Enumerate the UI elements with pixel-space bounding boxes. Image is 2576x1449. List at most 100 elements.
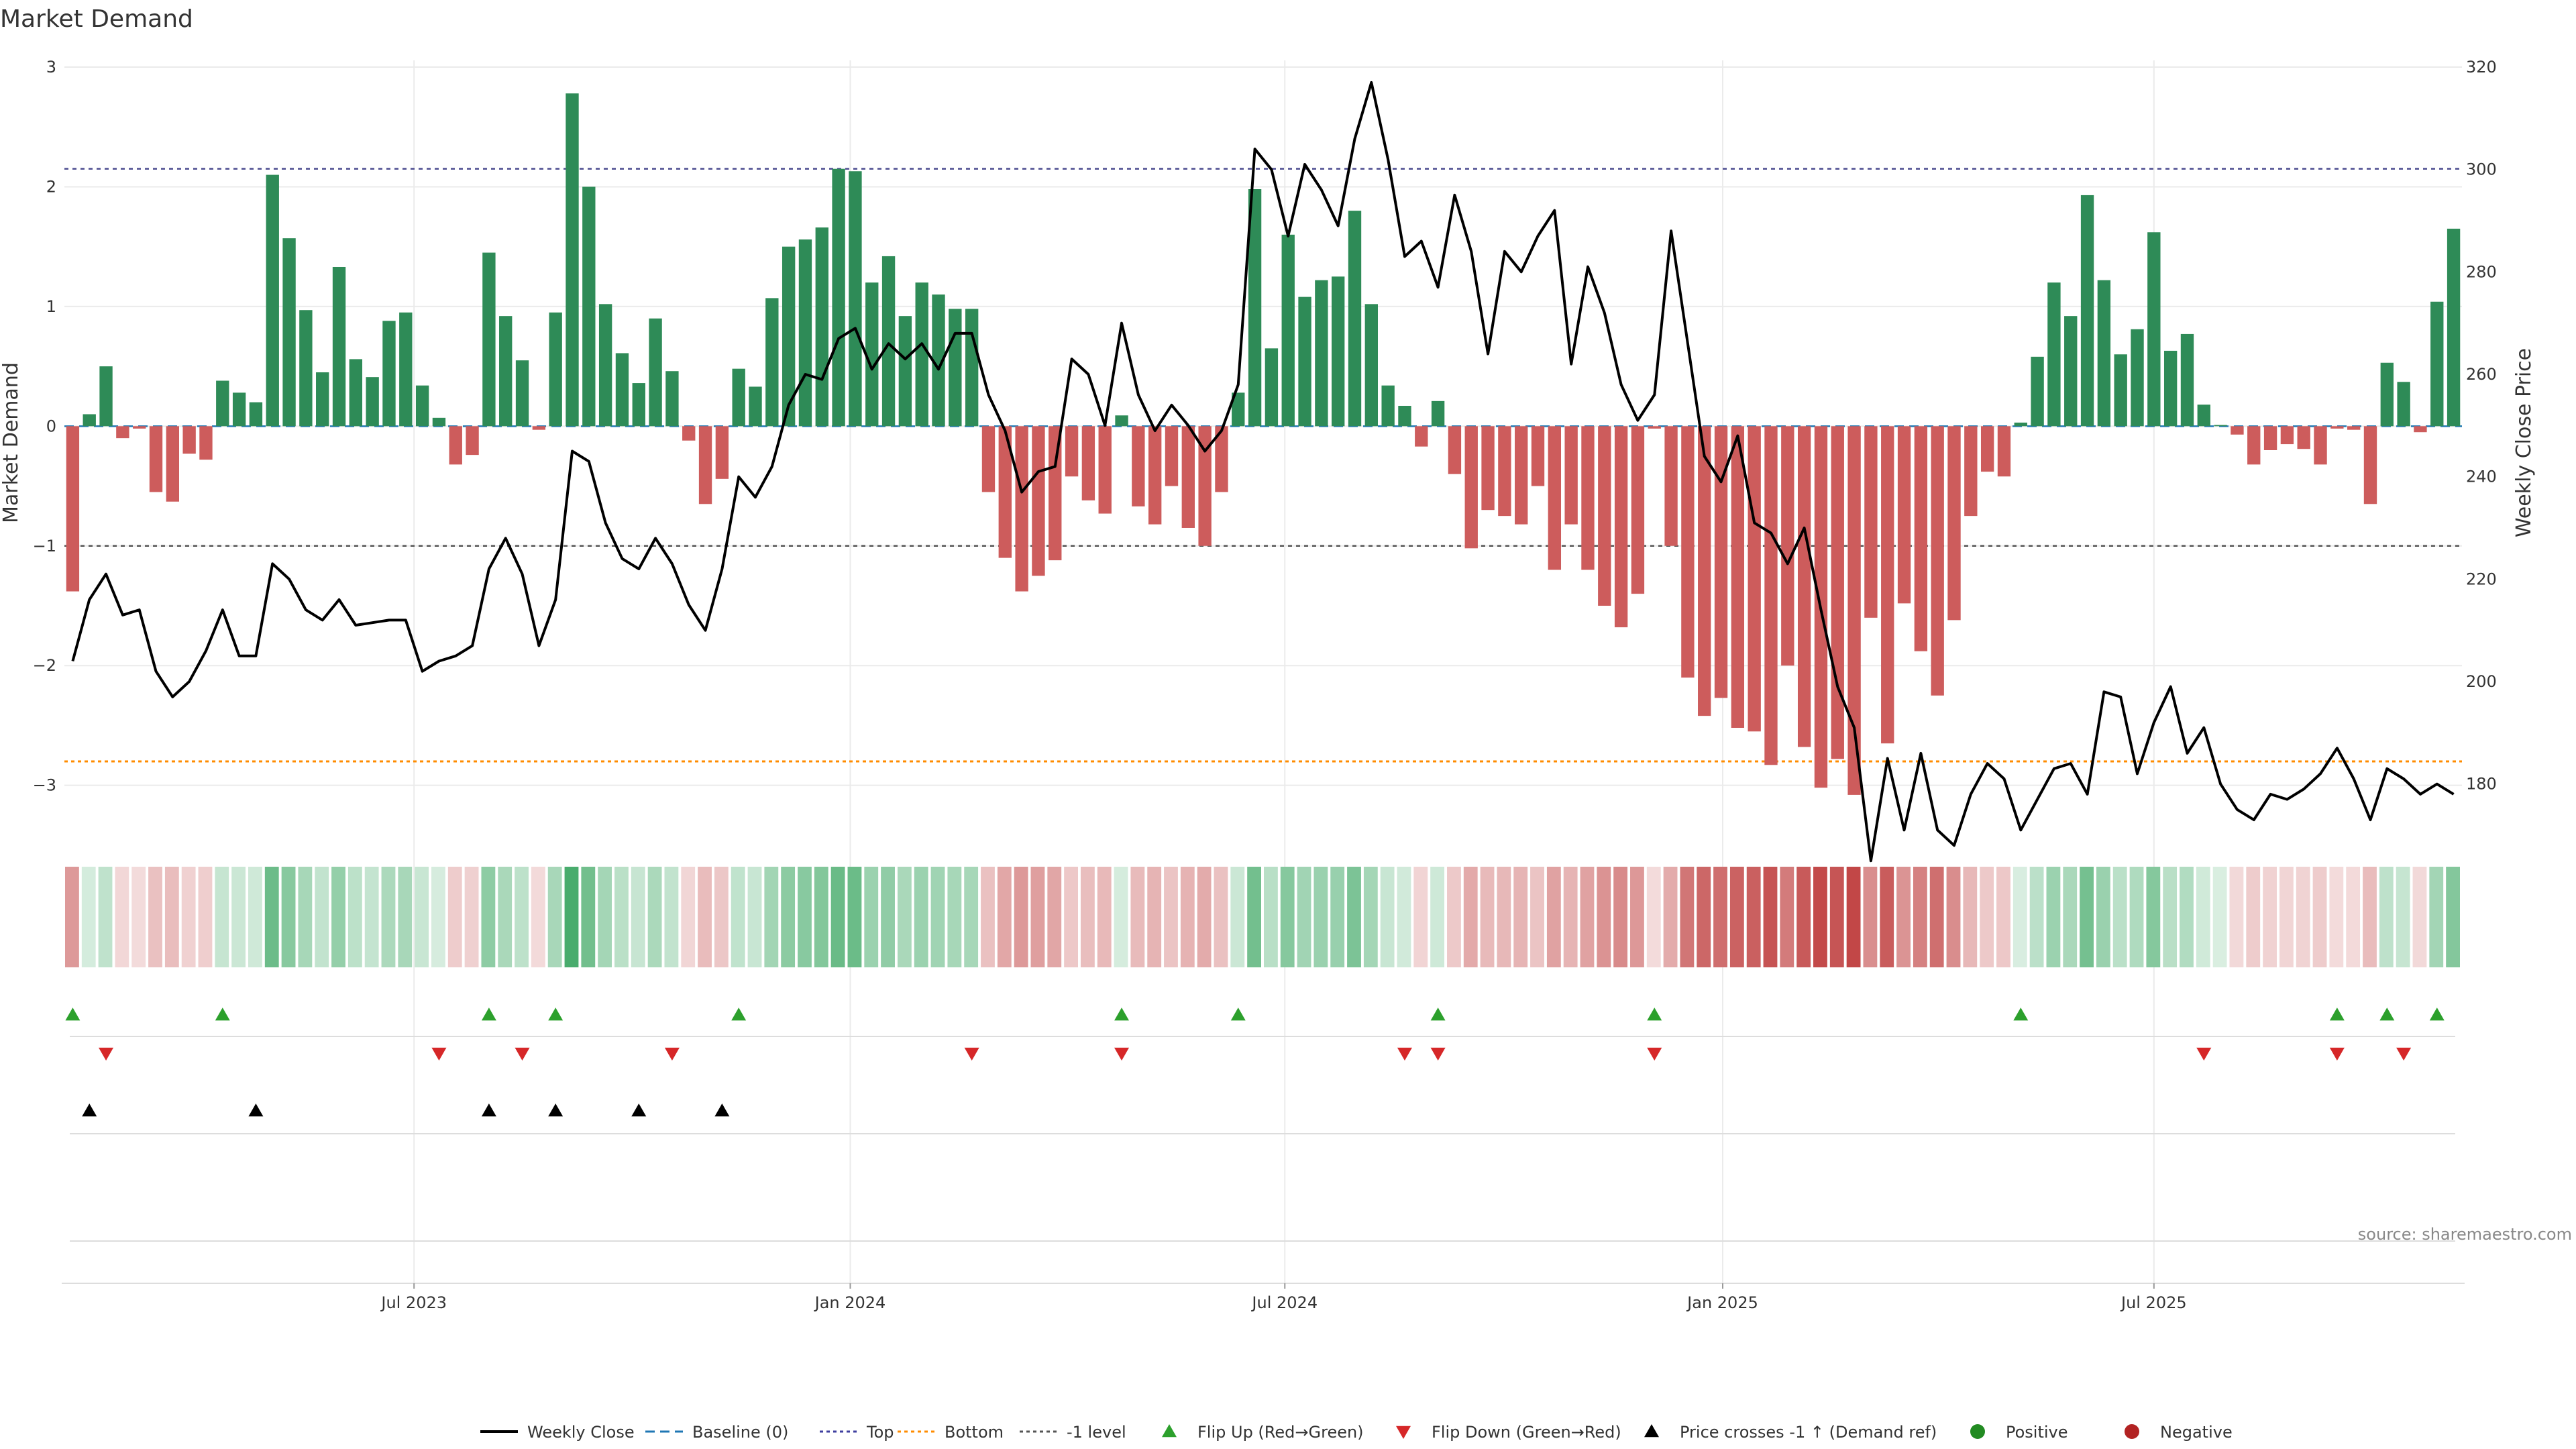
heat-cell (2080, 867, 2094, 967)
heat-cell (964, 867, 979, 967)
demand-bar (2280, 426, 2294, 445)
heat-cell (631, 867, 645, 967)
demand-bar (382, 321, 396, 427)
x-axis-ticks: Jul 2023 Jan 2024 Jul 2024 Jan 2025 Jul 2025 (380, 1283, 2187, 1312)
y2-axis-label: Weekly Close Price (2512, 348, 2536, 537)
weekly-close-line (71, 80, 2455, 863)
heat-cell (531, 867, 545, 967)
left-axis-ticks: 3 2 1 0 −1 −2 −3 (33, 58, 56, 795)
heat-cell (1014, 867, 1028, 967)
legend-label: Flip Up (Red→Green) (1197, 1423, 1364, 1442)
heat-cell (1413, 867, 1428, 967)
flip-down-marker (431, 1047, 447, 1061)
heat-cell (515, 867, 529, 967)
demand-bar (2231, 426, 2244, 435)
demand-bar (1681, 426, 1695, 678)
heat-cell (2129, 867, 2144, 967)
demand-bar (665, 371, 679, 427)
heat-cell (1313, 867, 1328, 967)
flip-down-marker (2329, 1047, 2345, 1061)
flip-down-marker (99, 1047, 114, 1061)
heat-cell (847, 867, 862, 967)
demand-bar (1281, 234, 1295, 427)
heat-cell (1780, 867, 1794, 967)
heat-cell (181, 867, 196, 967)
demand-bar (449, 426, 462, 465)
heat-cell (1130, 867, 1145, 967)
heat-cell (581, 867, 596, 967)
heat-cell (164, 867, 179, 967)
demand-bar (1415, 426, 1428, 447)
demand-bar (182, 426, 196, 454)
heat-cell (930, 867, 945, 967)
heat-cell (298, 867, 313, 967)
heat-cell (331, 867, 345, 967)
heat-cell (1729, 867, 1744, 967)
demand-bar (2014, 422, 2027, 427)
reference-lines (64, 168, 2462, 763)
demand-bar (798, 239, 812, 427)
y2-tick-label: 180 (2466, 775, 2497, 794)
demand-bar (2380, 362, 2394, 427)
heat-cell (981, 867, 995, 967)
demand-bar (1897, 426, 1911, 604)
demand-bar (199, 426, 213, 460)
heat-cell (281, 867, 296, 967)
heat-cell (347, 867, 362, 967)
demand-bar (482, 252, 496, 427)
heat-cell (2446, 867, 2460, 967)
price-cross-marker (82, 1104, 97, 1117)
demand-bar (915, 282, 928, 427)
heat-cell (2029, 867, 2044, 967)
x-tick-label: Jul 2023 (380, 1293, 447, 1312)
demand-bar (1864, 426, 1878, 618)
heat-cell (1530, 867, 1544, 967)
demand-bar (2080, 195, 2094, 427)
heat-cell (1247, 867, 1261, 967)
demand-bar (1764, 426, 1778, 765)
y2-tick-label: 320 (2466, 58, 2497, 76)
legend-swatch (1162, 1424, 1177, 1438)
demand-bar (1364, 304, 1379, 427)
demand-bar (316, 372, 329, 427)
y2-tick-label: 200 (2466, 672, 2497, 691)
heat-cell (1380, 867, 1395, 967)
heat-cell (264, 867, 279, 967)
demand-bar (2430, 301, 2444, 427)
y-axis-label: Market Demand (0, 362, 23, 523)
heat-cell (764, 867, 779, 967)
heat-cell (81, 867, 96, 967)
flip-up-marker (65, 1008, 80, 1021)
demand-bar (549, 312, 562, 427)
demand-bar (99, 366, 113, 427)
price-cross-marker (248, 1104, 264, 1117)
y-tick-label: −1 (33, 537, 56, 555)
heat-cell (614, 867, 629, 967)
demand-bar (698, 426, 712, 504)
heat-cell (1813, 867, 1827, 967)
heat-cell (1996, 867, 2010, 967)
heat-cell (1080, 867, 1095, 967)
demand-bar (1648, 426, 1661, 429)
demand-bar (2163, 350, 2178, 427)
price-cross-marker (631, 1104, 647, 1117)
demand-bar (83, 414, 96, 427)
heat-cell (431, 867, 445, 967)
heat-cell (2396, 867, 2410, 967)
heat-cell (1563, 867, 1578, 967)
demand-bar (2414, 426, 2427, 433)
price-cross-marker (481, 1104, 496, 1117)
demand-bar (116, 426, 129, 439)
heat-cell (681, 867, 696, 967)
y-tick-label: −3 (33, 776, 56, 795)
demand-bar (1431, 400, 1445, 427)
demand-bar (432, 417, 446, 427)
heat-cell (1580, 867, 1595, 967)
heat-cell (1546, 867, 1561, 967)
demand-bar (1315, 280, 1328, 427)
heat-cell (664, 867, 679, 967)
demand-bar (1548, 426, 1562, 570)
flip-up-marker (548, 1008, 564, 1021)
heat-cell (98, 867, 113, 967)
heat-cell (398, 867, 413, 967)
